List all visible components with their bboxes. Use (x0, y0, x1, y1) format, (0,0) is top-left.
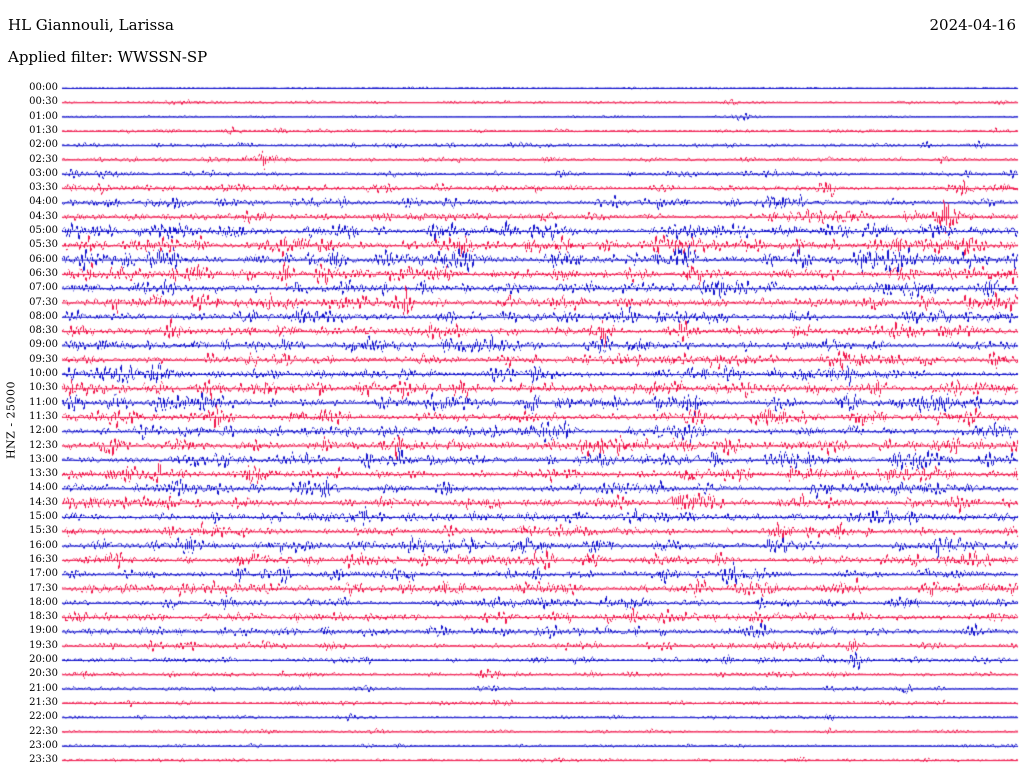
time-label: 20:30 (29, 668, 58, 680)
time-label: 17:30 (29, 582, 58, 594)
time-label: 18:30 (29, 611, 58, 623)
time-label: 18:00 (29, 596, 58, 608)
time-label: 19:00 (29, 625, 58, 637)
time-label: 21:00 (29, 682, 58, 694)
time-label: 07:30 (29, 296, 58, 308)
time-label: 05:30 (29, 239, 58, 251)
time-label: 04:00 (29, 196, 58, 208)
time-label: 17:00 (29, 568, 58, 580)
time-label: 23:00 (29, 739, 58, 751)
time-label: 10:30 (29, 382, 58, 394)
time-label: 16:30 (29, 553, 58, 565)
time-label: 23:30 (29, 754, 58, 766)
time-label: 21:30 (29, 696, 58, 708)
time-label: 12:30 (29, 439, 58, 451)
time-label: 03:00 (29, 167, 58, 179)
time-label: 00:30 (29, 96, 58, 108)
time-label: 13:30 (29, 468, 58, 480)
time-label: 10:00 (29, 368, 58, 379)
time-label: 20:00 (29, 654, 58, 665)
time-label: 05:00 (29, 225, 58, 236)
time-label: 09:30 (29, 353, 58, 365)
time-label: 14:30 (29, 496, 58, 508)
time-label: 15:00 (29, 511, 58, 522)
time-label: 08:00 (29, 310, 58, 322)
time-label: 12:00 (29, 425, 58, 437)
time-label: 02:30 (29, 153, 58, 165)
time-label: 02:00 (29, 139, 58, 151)
time-label: 11:30 (29, 410, 58, 422)
time-label: 00:00 (29, 82, 58, 93)
time-label: 09:00 (29, 339, 58, 351)
time-label: 07:00 (29, 282, 58, 294)
time-label: 01:30 (29, 124, 58, 136)
time-label: 06:30 (29, 267, 58, 279)
time-label: 15:30 (29, 525, 58, 537)
time-label: 08:30 (29, 325, 58, 337)
time-label: 22:30 (29, 725, 58, 737)
time-label: 14:00 (29, 482, 58, 494)
time-label: 04:30 (29, 210, 58, 222)
time-label: 22:00 (29, 711, 58, 723)
time-label: 16:00 (29, 539, 58, 551)
time-label: 03:30 (29, 182, 58, 194)
time-label: 13:00 (29, 453, 58, 465)
time-label: 01:00 (29, 110, 58, 122)
time-label: 19:30 (29, 639, 58, 651)
time-label: 06:00 (29, 253, 58, 265)
time-label: 11:00 (29, 396, 58, 408)
